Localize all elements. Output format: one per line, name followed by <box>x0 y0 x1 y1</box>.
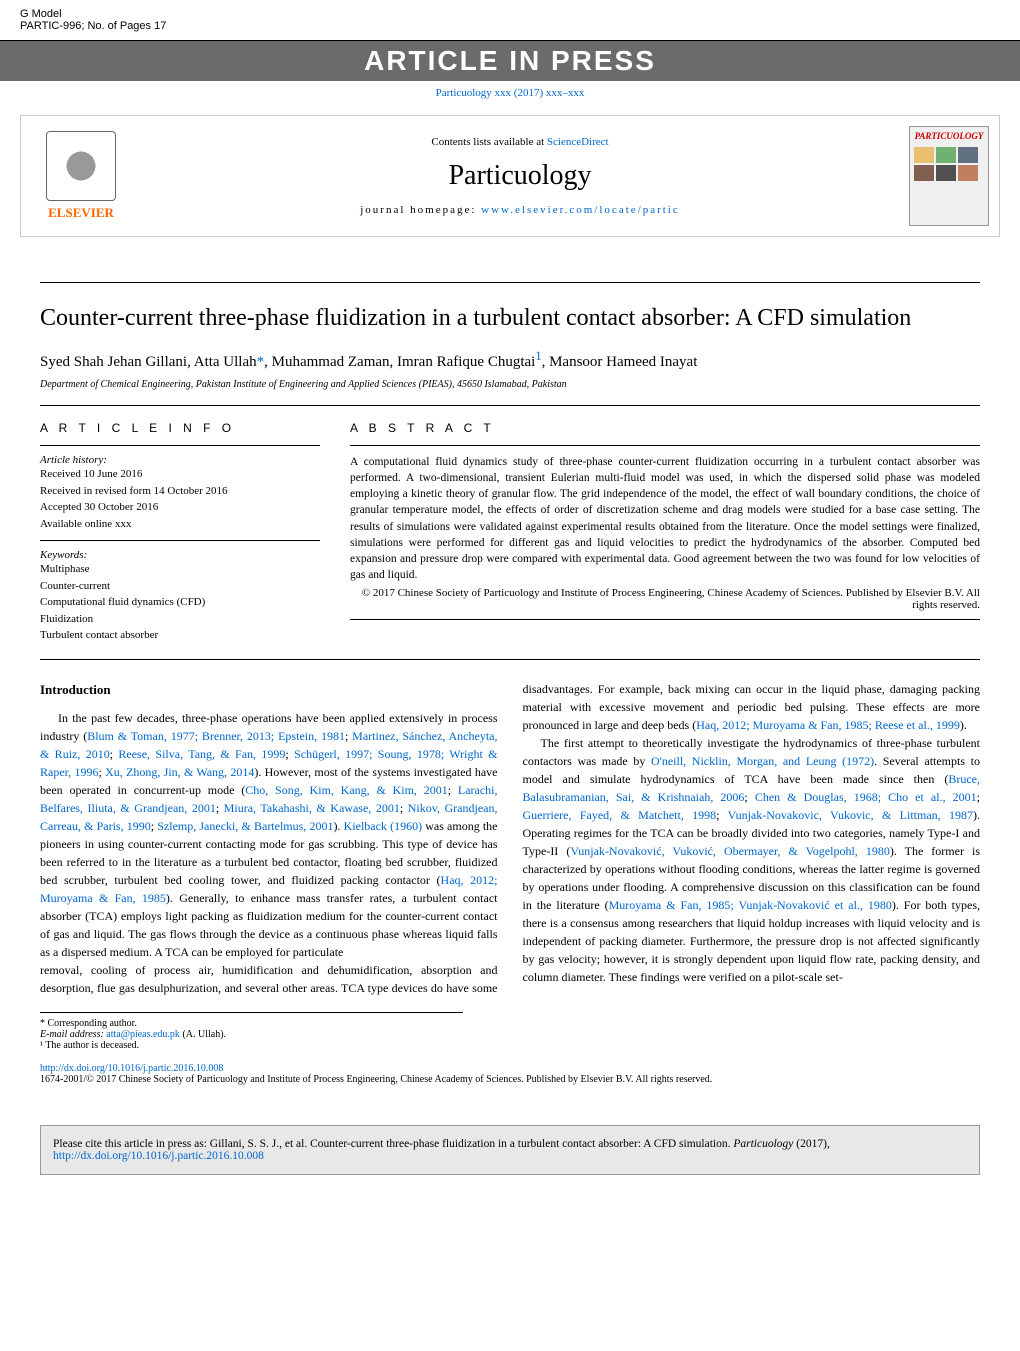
email-line: E-mail address: atta@pieas.edu.pk (A. Ul… <box>40 1029 463 1040</box>
abstract-column: A B S T R A C T A computational fluid dy… <box>350 421 980 644</box>
citation-link[interactable]: Kielback (1960) <box>344 819 422 833</box>
body-paragraph: In the past few decades, three-phase ope… <box>40 709 498 961</box>
revised-date: Received in revised form 14 October 2016 <box>40 483 320 500</box>
accepted-date: Accepted 30 October 2016 <box>40 499 320 516</box>
citation-link[interactable]: Blum & Toman, 1977; Brenner, 2013; Epste… <box>87 729 345 743</box>
divider <box>40 282 980 283</box>
received-date: Received 10 June 2016 <box>40 466 320 483</box>
email-link[interactable]: atta@pieas.edu.pk <box>106 1029 180 1040</box>
citation-link[interactable]: Xu, Zhong, Jin, & Wang, 2014 <box>105 765 254 779</box>
journal-homepage: journal homepage: www.elsevier.com/locat… <box>131 204 909 216</box>
journal-cover-thumbnail: PARTICUOLOGY <box>909 126 989 226</box>
keyword: Computational fluid dynamics (CFD) <box>40 594 320 611</box>
corresponding-author-note: * Corresponding author. <box>40 1018 463 1029</box>
contents-line: Contents lists available at ScienceDirec… <box>131 136 909 148</box>
body-section: Introduction In the past few decades, th… <box>40 680 980 998</box>
divider <box>40 659 980 660</box>
article-info-heading: A R T I C L E I N F O <box>40 421 320 435</box>
authors-line: Syed Shah Jehan Gillani, Atta Ullah*, Mu… <box>40 349 980 371</box>
article-id: PARTIC-996; No. of Pages 17 <box>20 20 166 32</box>
journal-header: ELSEVIER Contents lists available at Sci… <box>20 115 1000 237</box>
divider <box>40 405 980 406</box>
top-bar: G Model PARTIC-996; No. of Pages 17 <box>0 0 1020 41</box>
model-info: G Model PARTIC-996; No. of Pages 17 <box>20 8 166 32</box>
online-date: Available online xxx <box>40 516 320 533</box>
citation-link[interactable]: Szlemp, Janecki, & Bartelmus, 2001 <box>157 819 333 833</box>
article-in-press-banner: ARTICLE IN PRESS <box>0 41 1020 81</box>
body-paragraph: The first attempt to theoretically inves… <box>523 734 981 986</box>
citation-link[interactable]: Muroyama & Fan, 1985; Vunjak-Novaković e… <box>609 898 892 912</box>
citation-link[interactable]: Chen & Douglas, 1968; Cho et al., 2001 <box>755 790 977 804</box>
issn-copyright: 1674-2001/© 2017 Chinese Society of Part… <box>40 1074 980 1085</box>
doi-link[interactable]: http://dx.doi.org/10.1016/j.partic.2016.… <box>40 1063 980 1074</box>
citation-doi-link[interactable]: http://dx.doi.org/10.1016/j.partic.2016.… <box>53 1150 264 1162</box>
abstract-text: A computational fluid dynamics study of … <box>350 454 980 583</box>
journal-title: Particuology <box>131 160 909 192</box>
citation-link[interactable]: Reese, Silva, Tang, & Fan, 1999 <box>118 747 285 761</box>
elsevier-tree-icon <box>46 131 116 201</box>
model-label: G Model <box>20 8 166 20</box>
homepage-link[interactable]: www.elsevier.com/locate/partic <box>481 204 680 216</box>
journal-reference-link[interactable]: Particuology xxx (2017) xxx–xxx <box>0 81 1020 105</box>
citation-link[interactable]: Haq, 2012; Muroyama & Fan, 1985; Reese e… <box>696 718 960 732</box>
citation-link[interactable]: Vunjak-Novakovic, Vukovic, & Littman, 19… <box>728 808 973 822</box>
citation-link[interactable]: Miura, Takahashi, & Kawase, 2001 <box>224 801 400 815</box>
citation-link[interactable]: Vunjak-Novaković, Vuković, Obermayer, & … <box>570 844 890 858</box>
article-title: Counter-current three-phase fluidization… <box>40 303 980 334</box>
journal-center: Contents lists available at ScienceDirec… <box>131 136 909 216</box>
citation-link[interactable]: Guerriere, Fayed, & Matchett, 1998 <box>523 808 717 822</box>
sciencedirect-link[interactable]: ScienceDirect <box>547 136 609 148</box>
article-info-column: A R T I C L E I N F O Article history: R… <box>40 421 320 644</box>
keyword: Counter-current <box>40 578 320 595</box>
introduction-heading: Introduction <box>40 680 498 700</box>
elsevier-logo: ELSEVIER <box>31 126 131 226</box>
citation-box: Please cite this article in press as: Gi… <box>40 1125 980 1175</box>
history-label: Article history: <box>40 454 320 466</box>
keyword: Turbulent contact absorber <box>40 627 320 644</box>
affiliation: Department of Chemical Engineering, Paki… <box>40 379 980 390</box>
abstract-heading: A B S T R A C T <box>350 421 980 435</box>
citation-link[interactable]: Cho, Song, Kim, Kang, & Kim, 2001 <box>245 783 447 797</box>
citation-link[interactable]: O'neill, Nicklin, Morgan, and Leung (197… <box>651 754 874 768</box>
keyword: Multiphase <box>40 561 320 578</box>
abstract-copyright: © 2017 Chinese Society of Particuology a… <box>350 587 980 611</box>
keyword: Fluidization <box>40 611 320 628</box>
footnote-area: * Corresponding author. E-mail address: … <box>40 1012 463 1051</box>
info-abstract-row: A R T I C L E I N F O Article history: R… <box>40 421 980 644</box>
deceased-note: ¹ The author is deceased. <box>40 1040 463 1051</box>
keywords-label: Keywords: <box>40 549 320 561</box>
elsevier-text: ELSEVIER <box>48 205 114 221</box>
